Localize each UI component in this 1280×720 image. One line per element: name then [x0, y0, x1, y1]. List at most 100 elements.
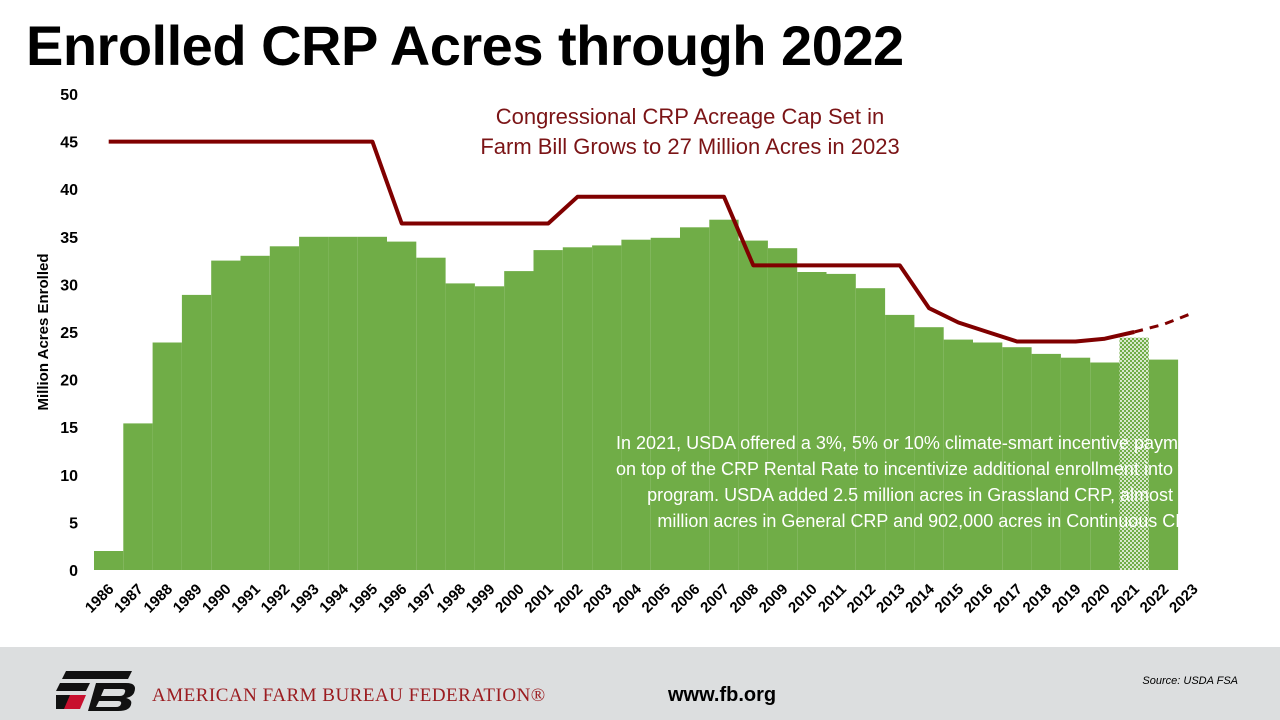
bar-2009 [767, 248, 798, 570]
y-tick-label: 40 [60, 182, 78, 199]
x-tick-label: 1993 [287, 581, 323, 617]
bar-2016 [973, 342, 1003, 570]
bar-2005 [650, 237, 680, 571]
cap-line-actual [108, 139, 1135, 344]
x-tick-label: 1992 [258, 581, 294, 617]
y-tick-label: 35 [60, 230, 78, 247]
bar-2018 [1031, 353, 1061, 570]
x-tick-label: 2022 [1137, 581, 1173, 617]
bar-1989 [181, 294, 212, 570]
chart-title: Enrolled CRP Acres through 2022 [26, 14, 904, 77]
y-tick-label: 15 [60, 420, 78, 437]
x-tick-label: 2007 [697, 581, 733, 617]
bar-1997 [416, 257, 446, 570]
x-tick-label: 2011 [815, 581, 850, 616]
bar-1990 [211, 260, 241, 570]
x-tick-label: 2014 [902, 580, 938, 616]
organization-name: AMERICAN FARM BUREAU FEDERATION® [152, 685, 546, 706]
x-tick-label: 2015 [932, 581, 968, 617]
bar-1987 [123, 423, 153, 570]
x-tick-label: 2013 [873, 581, 909, 617]
bar-2008 [738, 240, 768, 570]
bar-2000 [504, 271, 534, 570]
x-tick-label: 2012 [844, 581, 880, 617]
cap-line-projected [1133, 311, 1194, 334]
bar-2010 [797, 272, 827, 570]
bar-2012 [855, 288, 886, 570]
bar-2013 [885, 314, 915, 570]
x-tick-label: 2001 [521, 581, 557, 617]
bar-2017 [1002, 347, 1032, 570]
website-link[interactable]: www.fb.org [668, 684, 777, 706]
x-tick-label: 2021 [1107, 581, 1143, 617]
bar-2011 [826, 273, 856, 570]
y-axis-label: Million Acres Enrolled [35, 254, 52, 411]
bar-2001 [533, 250, 563, 570]
x-tick-label: 1990 [199, 581, 235, 617]
x-tick-label: 2010 [785, 581, 821, 617]
bar-1991 [240, 255, 270, 571]
cap-line-series [108, 139, 1194, 344]
bar-1988 [152, 342, 182, 570]
bar-series [94, 219, 1179, 571]
x-axis: 1986198719881989199019911992199319941995… [82, 580, 1202, 616]
x-tick-label: 1999 [463, 581, 499, 617]
bar-1992 [269, 246, 300, 571]
bar-1994 [328, 236, 358, 571]
x-tick-label: 2004 [609, 580, 645, 616]
annotation-text: In 2021, USDA offered a 3%, 5% or 10% cl… [615, 433, 1203, 531]
bar-2015 [943, 339, 973, 570]
x-tick-label: 2023 [1166, 581, 1202, 617]
x-tick-label: 1988 [141, 581, 177, 617]
bar-2002 [562, 247, 593, 571]
x-tick-label: 2005 [639, 581, 675, 617]
y-tick-label: 25 [60, 325, 78, 342]
bar-1995 [357, 236, 387, 571]
y-tick-label: 50 [60, 87, 78, 104]
x-tick-label: 2008 [727, 581, 763, 617]
x-tick-label: 2003 [580, 581, 616, 617]
bar-2003 [592, 245, 622, 570]
x-tick-label: 2018 [1020, 581, 1056, 617]
cap-line-legend: Congressional CRP Acreage Cap Set in Farm… [480, 104, 899, 159]
y-tick-label: 45 [60, 135, 78, 152]
y-tick-label: 0 [69, 563, 78, 580]
bar-2014 [914, 327, 944, 570]
x-tick-label: 1994 [316, 580, 352, 616]
x-tick-label: 1991 [228, 581, 264, 617]
y-tick-label: 5 [69, 515, 78, 532]
bar-2019 [1060, 357, 1091, 570]
bar-2006 [680, 227, 710, 571]
bar-2007 [709, 219, 739, 570]
x-tick-label: 2017 [990, 581, 1026, 617]
y-tick-label: 20 [60, 373, 78, 390]
x-tick-label: 1995 [346, 581, 382, 617]
bar-1999 [474, 286, 505, 570]
x-tick-label: 2009 [756, 581, 792, 617]
x-tick-label: 1986 [82, 581, 118, 617]
x-tick-label: 1989 [170, 581, 206, 617]
bar-1998 [445, 283, 475, 570]
bar-2022 [1148, 359, 1179, 570]
y-axis: 0 5 10 15 20 25 30 35 40 45 50 [60, 87, 78, 580]
bar-2021 [1119, 337, 1149, 570]
x-tick-label: 1996 [375, 581, 411, 617]
y-tick-label: 30 [60, 277, 78, 294]
bar-1993 [299, 236, 329, 571]
x-tick-label: 2000 [492, 581, 528, 617]
x-tick-label: 2002 [551, 581, 587, 617]
x-tick-label: 1997 [404, 581, 440, 617]
bar-1996 [387, 241, 417, 570]
bar-1986 [94, 551, 124, 570]
x-tick-label: 2016 [961, 581, 997, 617]
x-tick-label: 1998 [434, 581, 470, 617]
y-tick-label: 10 [60, 468, 78, 485]
source-note: Source: USDA FSA [1142, 675, 1238, 687]
x-tick-label: 2006 [668, 581, 704, 617]
bar-2020 [1090, 362, 1120, 570]
x-tick-label: 2020 [1078, 581, 1114, 617]
footer: AMERICAN FARM BUREAU FEDERATION® www.fb.… [0, 647, 1280, 720]
fb-logo-icon [56, 671, 135, 711]
x-tick-label: 1987 [111, 581, 147, 617]
